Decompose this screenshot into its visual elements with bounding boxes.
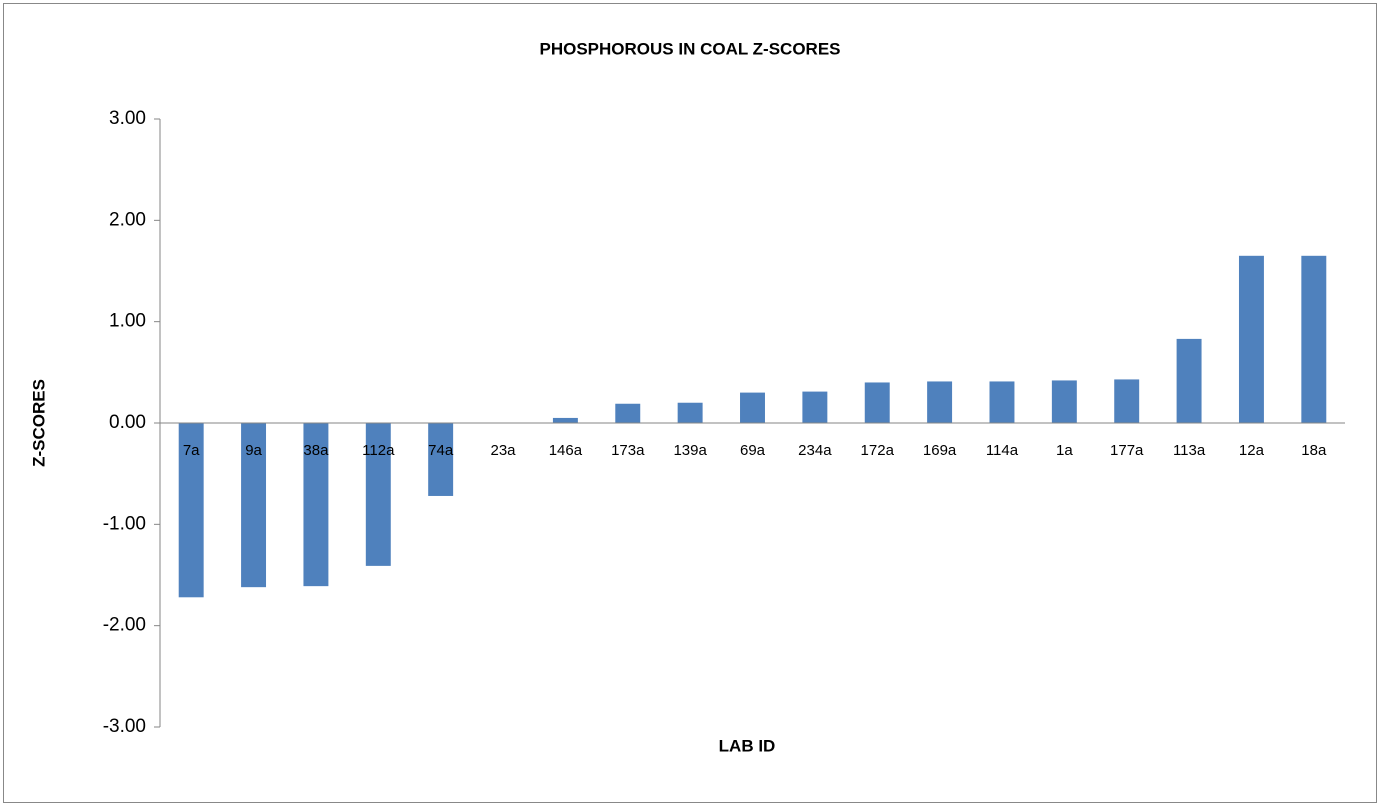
x-tick-label: 38a: [303, 442, 329, 459]
bar: [615, 403, 641, 423]
x-tick-label: 169a: [923, 442, 957, 459]
x-tick-label: 234a: [798, 442, 832, 459]
x-tick-label: 172a: [861, 442, 895, 459]
bar: [1238, 255, 1264, 423]
bar: [1301, 255, 1327, 423]
x-tick-label: 12a: [1239, 442, 1265, 459]
bar: [241, 423, 267, 588]
bar: [1114, 379, 1140, 423]
bar: [802, 391, 828, 423]
bar: [927, 381, 953, 423]
bar: [1176, 338, 1202, 423]
bar: [677, 402, 703, 423]
x-tick-label: 114a: [986, 442, 1019, 459]
x-tick-label: 139a: [673, 442, 707, 459]
x-tick-label: 23a: [491, 442, 517, 459]
y-tick-label: -2.00: [103, 615, 146, 636]
bar: [365, 423, 391, 566]
x-tick-label: 74a: [428, 442, 454, 459]
x-tick-label: 173a: [611, 442, 645, 459]
y-tick-label: -1.00: [103, 513, 146, 534]
bar: [1051, 380, 1077, 423]
x-tick-label: 146a: [549, 442, 583, 459]
x-tick-label: 9a: [245, 442, 262, 459]
x-tick-label: 1a: [1056, 442, 1073, 459]
bar: [740, 392, 765, 423]
bar: [428, 423, 454, 496]
y-tick-label: 2.00: [109, 209, 146, 230]
x-tick-label: 113a: [1173, 442, 1206, 459]
bar: [552, 417, 578, 423]
y-tick-label: 0.00: [109, 412, 146, 433]
bar: [178, 423, 204, 598]
x-tick-label: 7a: [183, 442, 200, 459]
y-axis-label: Z-SCORES: [29, 379, 48, 467]
chart-title: PHOSPHOROUS IN COAL Z-SCORES: [540, 39, 841, 58]
x-tick-label: 18a: [1301, 442, 1327, 459]
y-tick-label: 3.00: [109, 108, 146, 129]
x-tick-label: 112a: [362, 442, 395, 459]
x-tick-label: 69a: [740, 442, 766, 459]
bar: [989, 381, 1015, 423]
y-tick-label: -3.00: [103, 716, 146, 737]
x-tick-label: 177a: [1110, 442, 1144, 459]
bar: [303, 423, 329, 587]
y-tick-label: 1.00: [109, 311, 146, 332]
bar: [864, 382, 890, 423]
x-axis-label: LAB ID: [719, 736, 776, 755]
